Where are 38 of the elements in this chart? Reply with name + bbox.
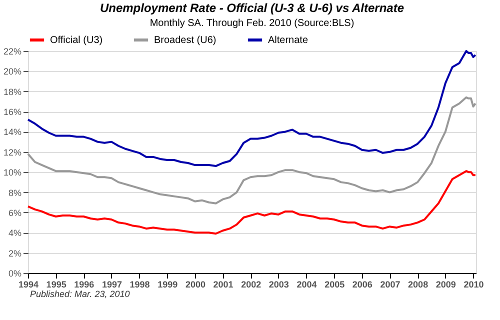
x-tick-label: 2002: [241, 280, 262, 290]
line-series: [27, 170, 476, 235]
y-tick-label: 14%: [3, 127, 22, 138]
y-tick-label: 2%: [8, 248, 22, 258]
x-tick-label: 2001: [213, 280, 234, 290]
x-tick-label: 2004: [296, 280, 317, 290]
x-tick-label: 2005: [324, 280, 345, 290]
line-series: [27, 50, 476, 168]
x-tick-label: 2006: [352, 280, 372, 290]
x-tick-label: 2010: [464, 280, 484, 290]
y-tick-label: 20%: [3, 66, 22, 77]
y-tick-label: 4%: [8, 228, 22, 238]
y-tick-label: 0%: [8, 268, 22, 278]
x-tick-label: 1998: [130, 280, 150, 290]
y-tick-label: 8%: [8, 188, 22, 198]
y-tick-label: 16%: [3, 107, 22, 118]
x-tick-label: 2009: [436, 280, 456, 290]
y-tick-label: 6%: [8, 208, 22, 218]
chart-title: Unemployment Rate - Official (U-3 & U-6) vs Alternate: [100, 1, 404, 15]
x-tick-label: 2000: [185, 280, 206, 290]
legend-label: Official (U3): [50, 35, 103, 46]
legend-label: Broadest (U6): [154, 35, 216, 46]
x-tick-label: 2007: [380, 280, 400, 290]
x-tick-label: 2003: [268, 280, 289, 290]
legend-label: Alternate: [268, 35, 308, 46]
x-tick-label: 1997: [102, 280, 122, 290]
x-tick-label: 1999: [158, 280, 178, 290]
x-tick-label: 1996: [74, 280, 94, 290]
x-tick-label: 2008: [408, 280, 428, 290]
x-tick-label: 1994: [18, 280, 39, 290]
text: Published: Mar. 23, 2010: [30, 289, 130, 299]
line-series: [27, 96, 476, 204]
chart-subtitle: Monthly SA. Through Feb. 2010 (Source:BLS): [150, 18, 354, 29]
y-tick-label: 18%: [3, 86, 22, 97]
y-tick-label: 12%: [3, 147, 22, 158]
y-tick-label: 22%: [3, 46, 22, 56]
x-tick-label: 1995: [46, 280, 66, 290]
y-tick-label: 10%: [3, 168, 22, 178]
